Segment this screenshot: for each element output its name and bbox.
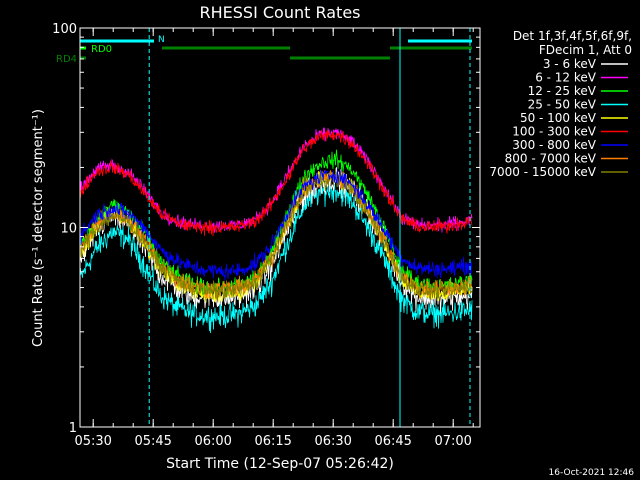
x-axis-label: Start Time (12-Sep-07 05:26:42) (166, 456, 394, 472)
flag-bar-2-2 (390, 46, 472, 50)
y-tick-label: 1 (69, 421, 77, 436)
axes: 1 10 100 05:30 05:45 06:00 06:15 06:30 06:45 07:0… (52, 22, 480, 449)
y-tick-label: 10 (60, 222, 77, 237)
legend: Det 1f,3f,4f,5f,6f,9f, FDecim 1, Att 0 3… (489, 29, 632, 179)
y-tick-label: 100 (52, 22, 77, 37)
footer-date: 16-Oct-2021 12:46 (549, 468, 635, 478)
legend-label-6: 100 - 300 keV (512, 125, 596, 139)
legend-label-5: 50 - 100 keV (520, 111, 597, 125)
flag-tick-rd0 (80, 46, 86, 50)
flag-bars: RD0 RD4 N (56, 35, 472, 65)
y-axis-label: Count Rate (s⁻¹ detector segment⁻¹) (31, 109, 46, 347)
chart-title: RHESSI Count Rates (200, 3, 361, 22)
x-tick-label: 06:00 (194, 434, 231, 449)
x-tick-label: 05:45 (134, 434, 171, 449)
flag-bar-1-2 (408, 39, 472, 43)
flag-label-rd4: RD4 (56, 54, 77, 65)
flag-bar-3-1 (290, 56, 390, 60)
flag-tick-rd4 (80, 56, 86, 60)
legend-label-9: 7000 - 15000 keV (489, 165, 596, 179)
legend-label-8: 800 - 7000 keV (505, 152, 597, 166)
legend-label-1: 3 - 6 keV (543, 57, 597, 71)
series-line-3-6-kev (79, 167, 473, 314)
x-tick-label: 06:45 (374, 434, 411, 449)
legend-label-3: 12 - 25 keV (528, 84, 597, 98)
flag-marker-label-1: N (158, 35, 165, 45)
legend-label-4: 25 - 50 keV (528, 98, 597, 112)
flag-bar-1-1 (80, 39, 154, 43)
series-line-100-300-kev (79, 129, 473, 237)
series-line-300-800-kev (79, 167, 473, 281)
series-line-7000-15000-kev (79, 171, 473, 301)
x-tick-label: 07:00 (434, 434, 471, 449)
legend-label-7: 300 - 800 keV (512, 138, 596, 152)
legend-label-2: 6 - 12 keV (535, 71, 597, 85)
x-tick-label: 06:15 (254, 434, 291, 449)
x-tick-label: 05:30 (74, 434, 111, 449)
attenuator-lines (148, 28, 471, 427)
flag-label-rd0: RD0 (91, 44, 112, 55)
x-tick-label: 06:30 (314, 434, 351, 449)
flag-bar-2-1 (162, 46, 290, 50)
legend-header-line-1: Det 1f,3f,4f,5f,6f,9f, (513, 29, 632, 43)
legend-header-line-2: FDecim 1, Att 0 (539, 43, 632, 57)
plot-area (79, 127, 473, 334)
